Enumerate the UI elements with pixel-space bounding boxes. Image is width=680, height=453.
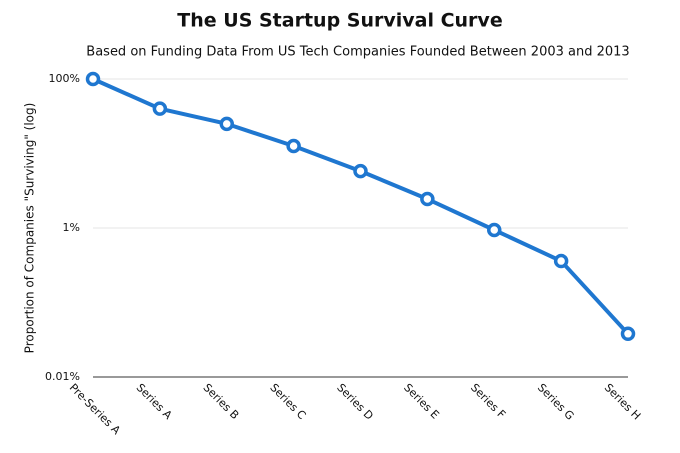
line — [92, 77, 630, 336]
x-tick-label: Series G — [535, 381, 577, 423]
x-tick-label: Series D — [334, 381, 376, 423]
x-tick-label: Series H — [602, 381, 643, 422]
x-tick-label: Series A — [134, 381, 175, 422]
y-tick-label: 0.01% — [45, 370, 80, 383]
marker — [219, 116, 234, 132]
x-tick-label: Series B — [201, 381, 242, 422]
x-tick-label: Pre-Series A — [67, 381, 123, 437]
marker — [620, 326, 636, 342]
marker — [286, 138, 301, 154]
marker — [420, 191, 435, 207]
chart-subtitle: Based on Funding Data From US Tech Compa… — [86, 45, 629, 60]
x-tick-label: Series E — [401, 381, 442, 422]
marker — [353, 163, 368, 179]
marker — [85, 71, 101, 87]
y-tick-label: 1% — [63, 221, 80, 234]
x-tick-label: Series F — [468, 381, 508, 421]
y-axis-title: Proportion of Companies "Surviving" (log… — [23, 103, 37, 354]
marker — [553, 253, 569, 269]
marker — [152, 101, 168, 116]
chart-title: The US Startup Survival Curve — [177, 10, 502, 32]
marker — [487, 222, 502, 238]
y-tick-label: 100% — [49, 72, 80, 85]
x-tick-label: Series C — [267, 381, 308, 422]
